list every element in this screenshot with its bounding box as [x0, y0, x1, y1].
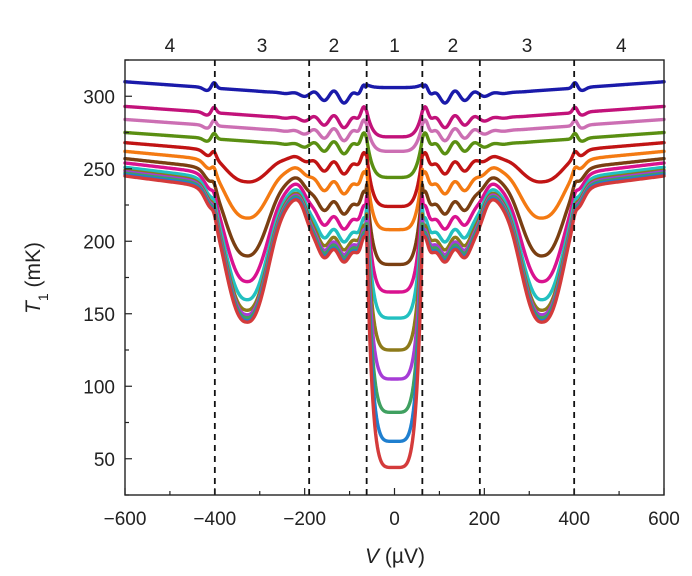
x-axis-var: V [365, 545, 381, 568]
series-line-13 [123, 172, 666, 444]
series-line-4 [123, 130, 666, 180]
y-tick-label: 150 [83, 305, 115, 326]
x-tick-label: 200 [468, 509, 500, 530]
region-label: 3 [522, 36, 533, 57]
axis-ticks: −600 −400 −200 0 200 400 600 50 100 150 200 250 300 [83, 59, 680, 530]
series-line-6 [123, 149, 666, 232]
region-labels: 4 3 2 1 2 3 4 [165, 36, 627, 57]
x-tick-label: −600 [104, 509, 147, 530]
y-tick-label: 200 [83, 232, 115, 253]
y-axis-sub: 1 [35, 293, 51, 301]
y-axis-title: T1 (mK) [22, 242, 51, 314]
x-tick-label: 400 [558, 509, 590, 530]
plot-frame [124, 59, 665, 496]
series-line-8 [123, 161, 666, 294]
x-tick-label: 0 [389, 509, 400, 530]
x-axis-title: V (µV) [365, 545, 425, 568]
divider-lines [213, 60, 576, 495]
series-line-9 [123, 165, 666, 320]
region-label: 1 [389, 36, 400, 57]
region-label: 4 [165, 36, 176, 57]
y-axis-var: T [22, 299, 45, 314]
series-line-14 [123, 174, 666, 470]
region-label: 2 [448, 36, 459, 57]
y-tick-label: 250 [83, 160, 115, 181]
y-axis-unit: (mK) [22, 242, 45, 293]
x-tick-label: −400 [193, 509, 236, 530]
y-tick-label: 300 [83, 87, 115, 108]
x-tick-label: 600 [648, 509, 680, 530]
x-tick-label: −200 [283, 509, 326, 530]
x-axis-unit: (µV) [379, 545, 425, 568]
region-label: 4 [616, 36, 627, 57]
y-tick-label: 50 [94, 450, 115, 471]
region-label: 2 [329, 36, 340, 57]
series-line-1 [123, 80, 666, 105]
region-label: 3 [257, 36, 268, 57]
series-line-2 [123, 104, 666, 139]
y-tick-label: 100 [83, 377, 115, 398]
curves [123, 80, 666, 470]
series-line-7 [123, 156, 666, 267]
